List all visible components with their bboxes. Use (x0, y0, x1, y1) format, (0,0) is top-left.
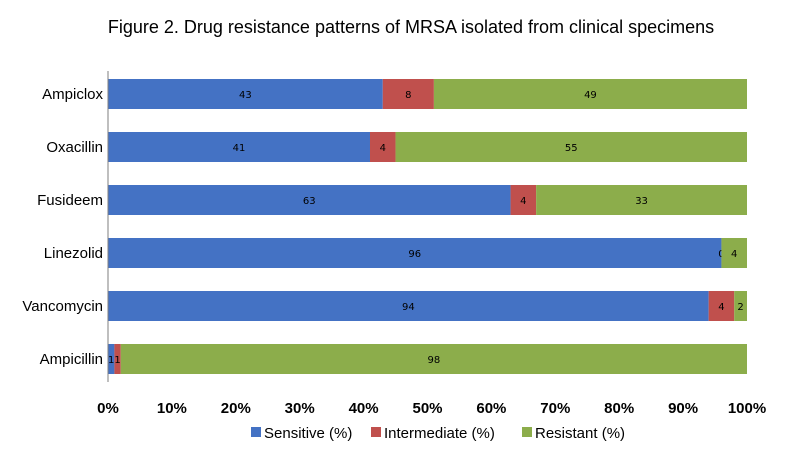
data-label: 2 (737, 302, 743, 313)
x-tick-label: 70% (540, 400, 570, 417)
data-label: 98 (428, 355, 441, 366)
x-tick-label: 40% (349, 400, 379, 417)
x-tick-label: 100% (728, 400, 766, 417)
bar-segment-resistant (395, 132, 747, 162)
bars-group: 438494145563433960494421198 (108, 79, 747, 374)
bar-segment-sensitive (108, 79, 383, 109)
category-label: Fusideem (37, 192, 103, 209)
bar-segment-sensitive (108, 291, 709, 321)
bar-segment-intermediate (510, 185, 537, 215)
legend-label: Sensitive (%) (264, 425, 352, 442)
data-label: 1 (108, 355, 114, 366)
x-tick-label: 90% (668, 400, 698, 417)
data-label: 4 (731, 249, 737, 260)
data-label: 49 (584, 90, 597, 101)
data-label: 4 (520, 196, 526, 207)
data-label: 33 (635, 196, 648, 207)
category-label: Vancomycin (22, 298, 103, 315)
bar-segment-resistant (734, 291, 747, 321)
data-label: 55 (565, 143, 578, 154)
chart-title: Figure 2. Drug resistance patterns of MR… (108, 17, 714, 37)
bar-segment-sensitive (108, 132, 370, 162)
category-labels: Ampiclox Oxacillin Fusideem Linezolid Vancom… (22, 86, 103, 368)
data-label: 41 (233, 143, 246, 154)
category-label: Ampiclox (42, 86, 103, 103)
data-label: 8 (405, 90, 411, 101)
category-label: Oxacillin (46, 139, 103, 156)
bar-segment-intermediate (114, 344, 121, 374)
plot-area: 438494145563433960494421198 AmpicloxOxac… (22, 71, 766, 417)
bar-segment-intermediate (369, 132, 396, 162)
data-label: 96 (408, 249, 421, 260)
data-label: 43 (239, 90, 252, 101)
bar-segment-resistant (433, 79, 747, 109)
x-tick-label: 10% (157, 400, 187, 417)
data-label: 63 (303, 196, 316, 207)
legend-swatch (251, 427, 261, 437)
data-label: 1 (114, 355, 120, 366)
data-label: 94 (402, 302, 415, 313)
legend: Sensitive (%) Intermediate (%) Resistant (… (251, 425, 625, 442)
x-tick-label: 60% (476, 400, 506, 417)
x-tick-label: 0% (97, 400, 119, 417)
x-tick-label: 50% (412, 400, 442, 417)
bar-segment-intermediate (708, 291, 735, 321)
bar-segment-resistant (536, 185, 747, 215)
legend-swatch (522, 427, 532, 437)
x-tick-label: 80% (604, 400, 634, 417)
legend-swatch (371, 427, 381, 437)
x-tick-labels: 0% 10% 20% 30% 40% 50% 60% 70% 80% 90% 100% (97, 400, 766, 417)
legend-label: Intermediate (%) (384, 425, 495, 442)
bar-segment-sensitive (108, 344, 115, 374)
legend-label: Resistant (%) (535, 425, 625, 442)
bar-segment-resistant (120, 344, 747, 374)
category-label: Ampicillin (40, 351, 103, 368)
bar-segment-sensitive (108, 185, 511, 215)
data-label: 4 (718, 302, 724, 313)
bar-segment-intermediate (382, 79, 434, 109)
x-tick-label: 20% (221, 400, 251, 417)
bar-segment-sensitive (108, 238, 722, 268)
bar-segment-resistant (721, 238, 747, 268)
x-tick-label: 30% (285, 400, 315, 417)
data-label: 4 (380, 143, 386, 154)
category-label: Linezolid (44, 245, 103, 262)
